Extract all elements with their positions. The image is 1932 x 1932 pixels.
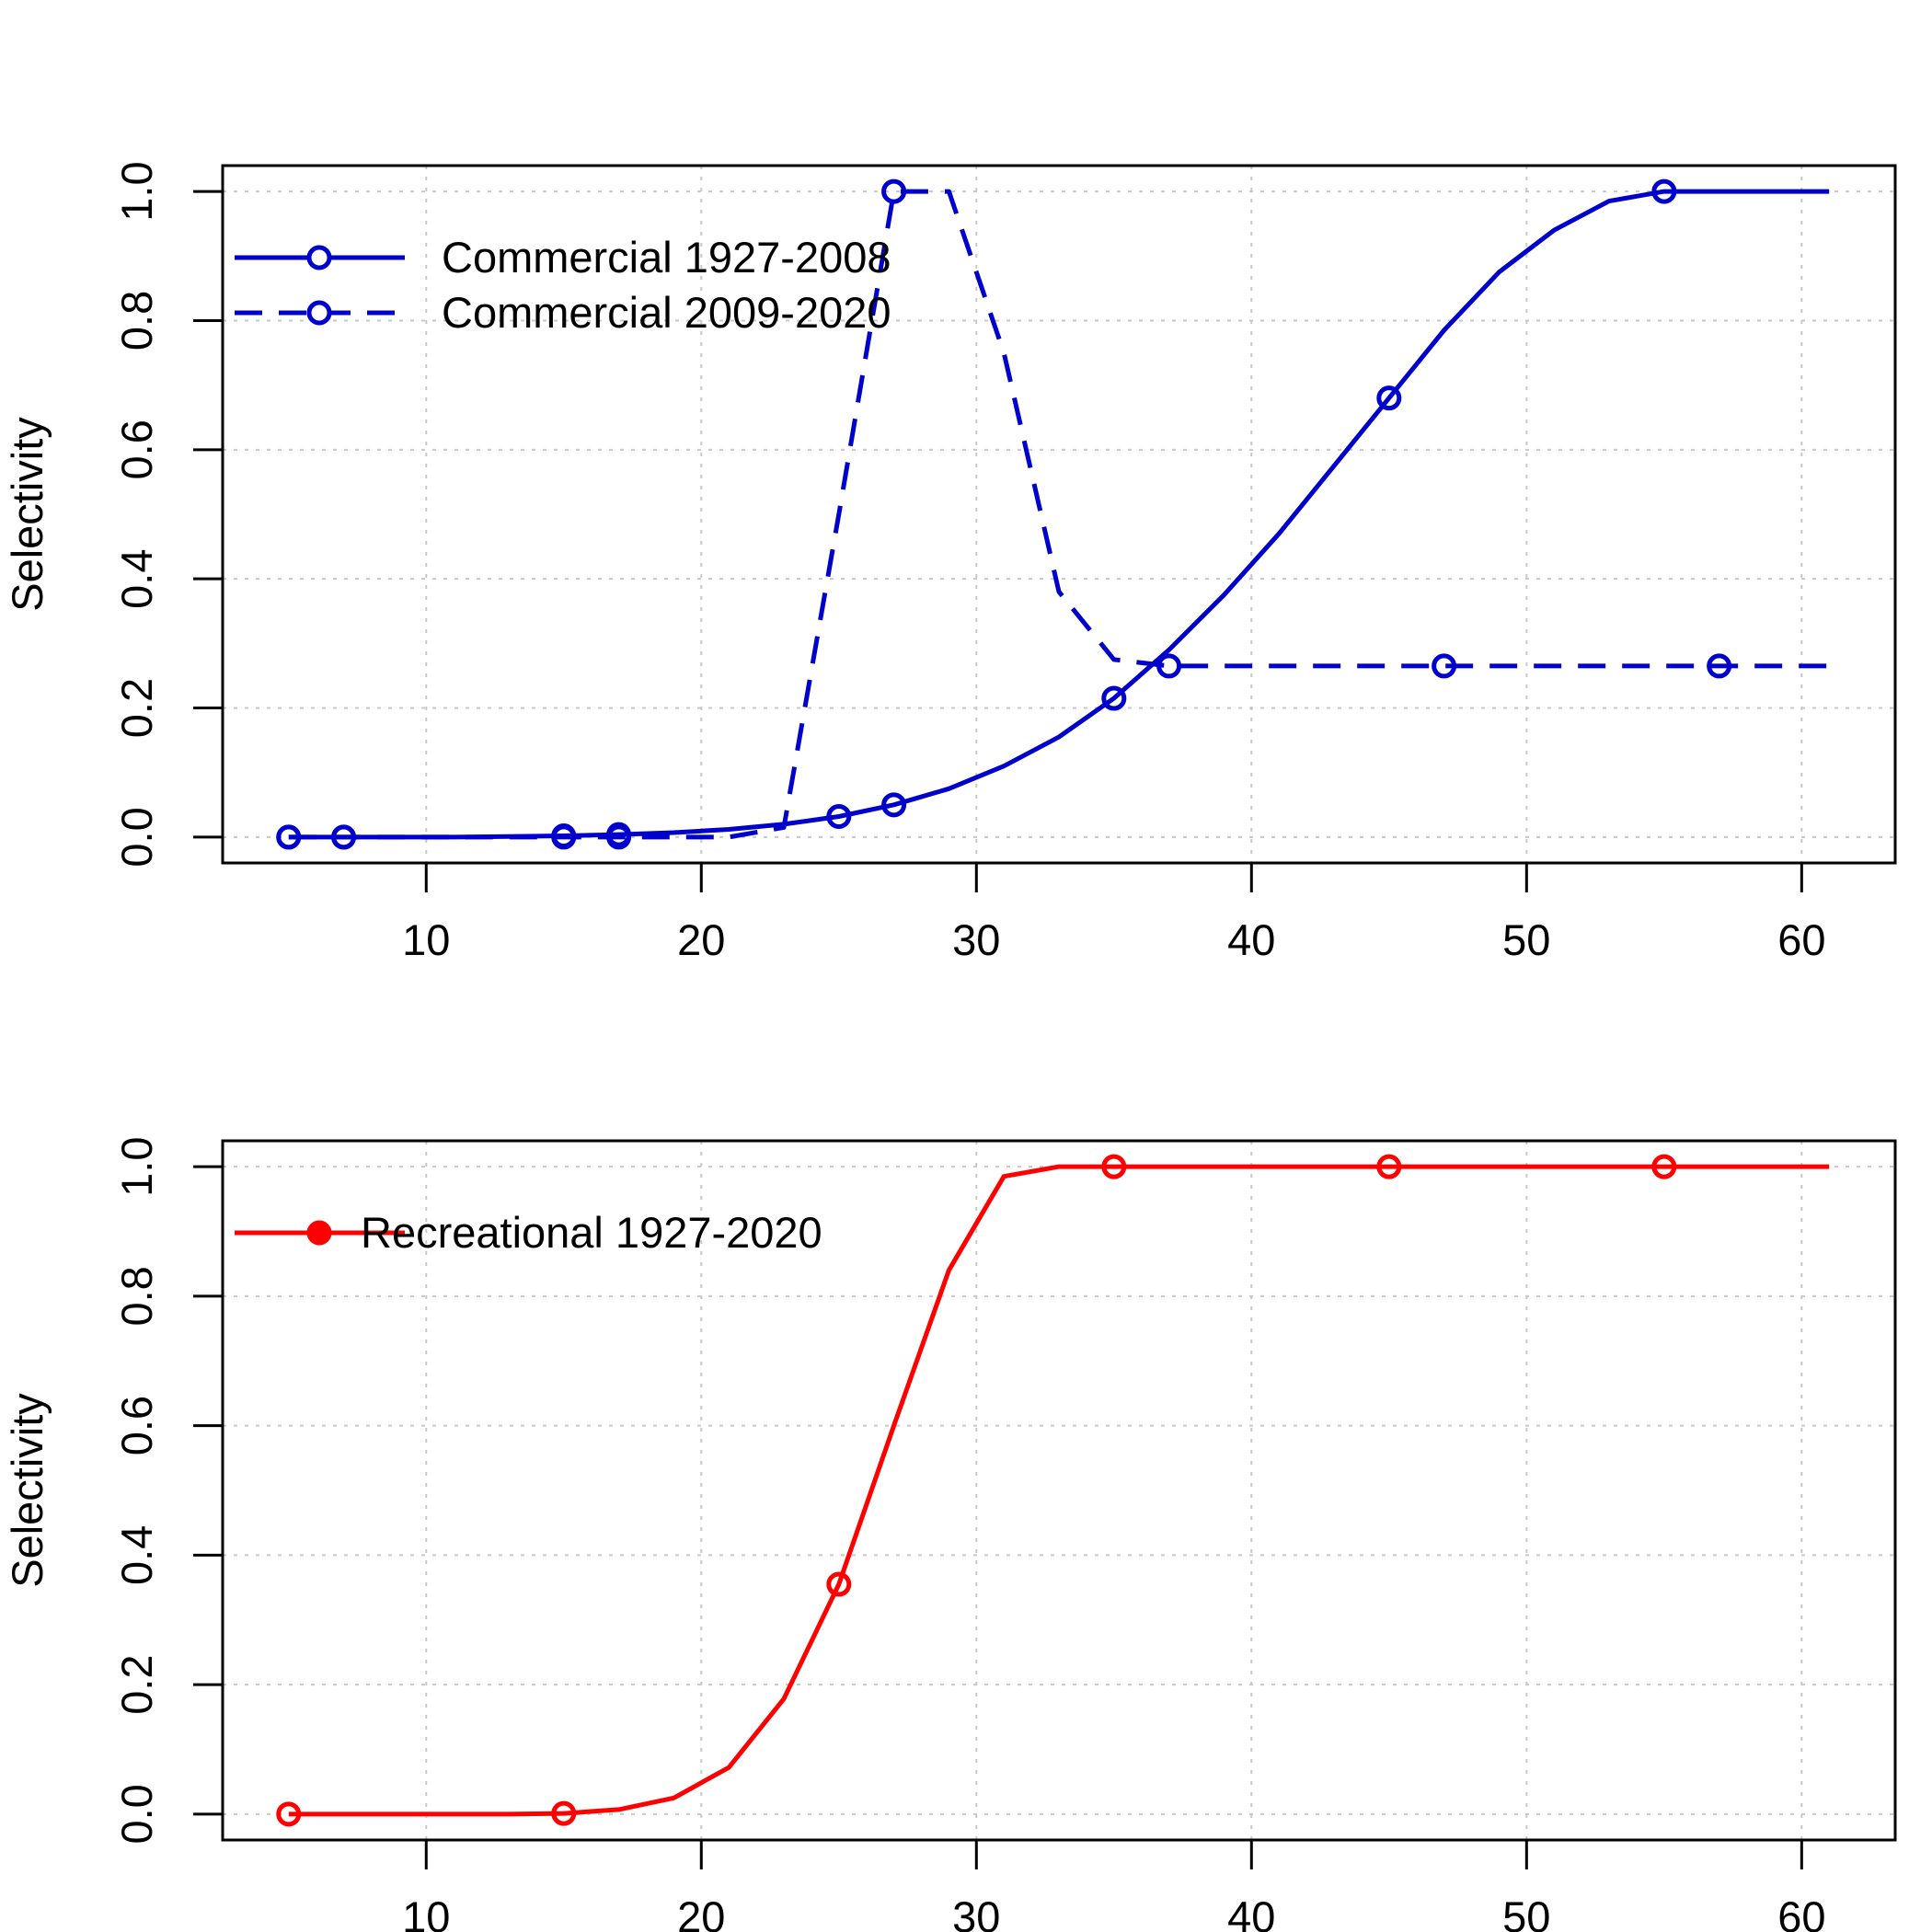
data-point: [551, 824, 577, 850]
y-tick-label: 1.0: [112, 161, 161, 221]
legend-marker-1: [306, 300, 332, 326]
data-point: [276, 824, 302, 850]
y-tick-label: 0.6: [112, 420, 161, 479]
y-tick-label: 0.8: [112, 1266, 161, 1326]
legend-marker-0: [306, 1220, 332, 1246]
data-point: [1651, 178, 1677, 204]
data-point: [606, 824, 632, 850]
y-tick-label: 0.4: [112, 549, 161, 609]
data-point: [1101, 1154, 1127, 1179]
y-tick-label: 0.2: [112, 1654, 161, 1714]
x-tick-label: 20: [677, 1892, 725, 1932]
x-tick-label: 60: [1777, 1892, 1825, 1932]
series-line-1: [288, 189, 1830, 840]
data-point: [881, 792, 907, 818]
plot-frame: [221, 164, 1897, 865]
x-tick-label: 50: [1502, 1892, 1550, 1932]
series-line-0: [288, 1164, 1830, 1817]
legend-label-0: Commercial 1927-2008: [442, 233, 891, 282]
data-point: [1156, 653, 1182, 679]
x-tick-label: 30: [952, 1892, 1000, 1932]
y-tick-label: 0.2: [112, 678, 161, 738]
data-point: [826, 1571, 852, 1597]
series-line-0: [288, 189, 1830, 840]
recreational-selectivity-panel: 10 20 30 40 50 60 0.0 0.2 0.4 0.6 0.8 1.0 Selectivit…: [3, 1136, 1897, 1932]
x-tick-label: 40: [1227, 915, 1275, 964]
y-axis-title: Selectivity: [3, 417, 52, 612]
data-point: [881, 178, 907, 204]
data-point: [1101, 685, 1127, 711]
data-point: [1651, 1154, 1677, 1179]
y-axis-title: Selectivity: [3, 1393, 52, 1588]
legend-label-1: Commercial 2009-2020: [442, 288, 891, 337]
y-tick-label: 0.0: [112, 1784, 161, 1844]
y-tick-label: 1.0: [112, 1136, 161, 1196]
x-tick-label: 60: [1777, 915, 1825, 964]
x-tick-label: 40: [1227, 1892, 1275, 1932]
x-tick-label: 20: [677, 915, 725, 964]
x-tick-label: 30: [952, 915, 1000, 964]
data-point: [551, 1800, 577, 1826]
y-tick-label: 0.4: [112, 1525, 161, 1585]
data-point: [1707, 653, 1732, 679]
data-point: [1376, 1154, 1402, 1179]
legend-label-0: Recreational 1927-2020: [361, 1208, 822, 1257]
data-point: [276, 1801, 302, 1827]
y-tick-label: 0.8: [112, 291, 161, 351]
data-point: [1432, 653, 1457, 679]
x-tick-label: 50: [1502, 915, 1550, 964]
commercial-selectivity-panel: 10 20 30 40 50 60 0.0 0.2 0.4 0.6 0.8 1.0 Selectivit…: [3, 161, 1897, 964]
x-tick-label: 10: [402, 1892, 450, 1932]
y-tick-label: 0.0: [112, 807, 161, 867]
data-point: [1376, 385, 1402, 411]
data-point: [331, 824, 357, 850]
legend-marker-0: [306, 245, 332, 270]
x-tick-label: 10: [402, 915, 450, 964]
plot-frame: [221, 1139, 1897, 1842]
data-point: [826, 803, 852, 829]
y-tick-label: 0.6: [112, 1396, 161, 1455]
